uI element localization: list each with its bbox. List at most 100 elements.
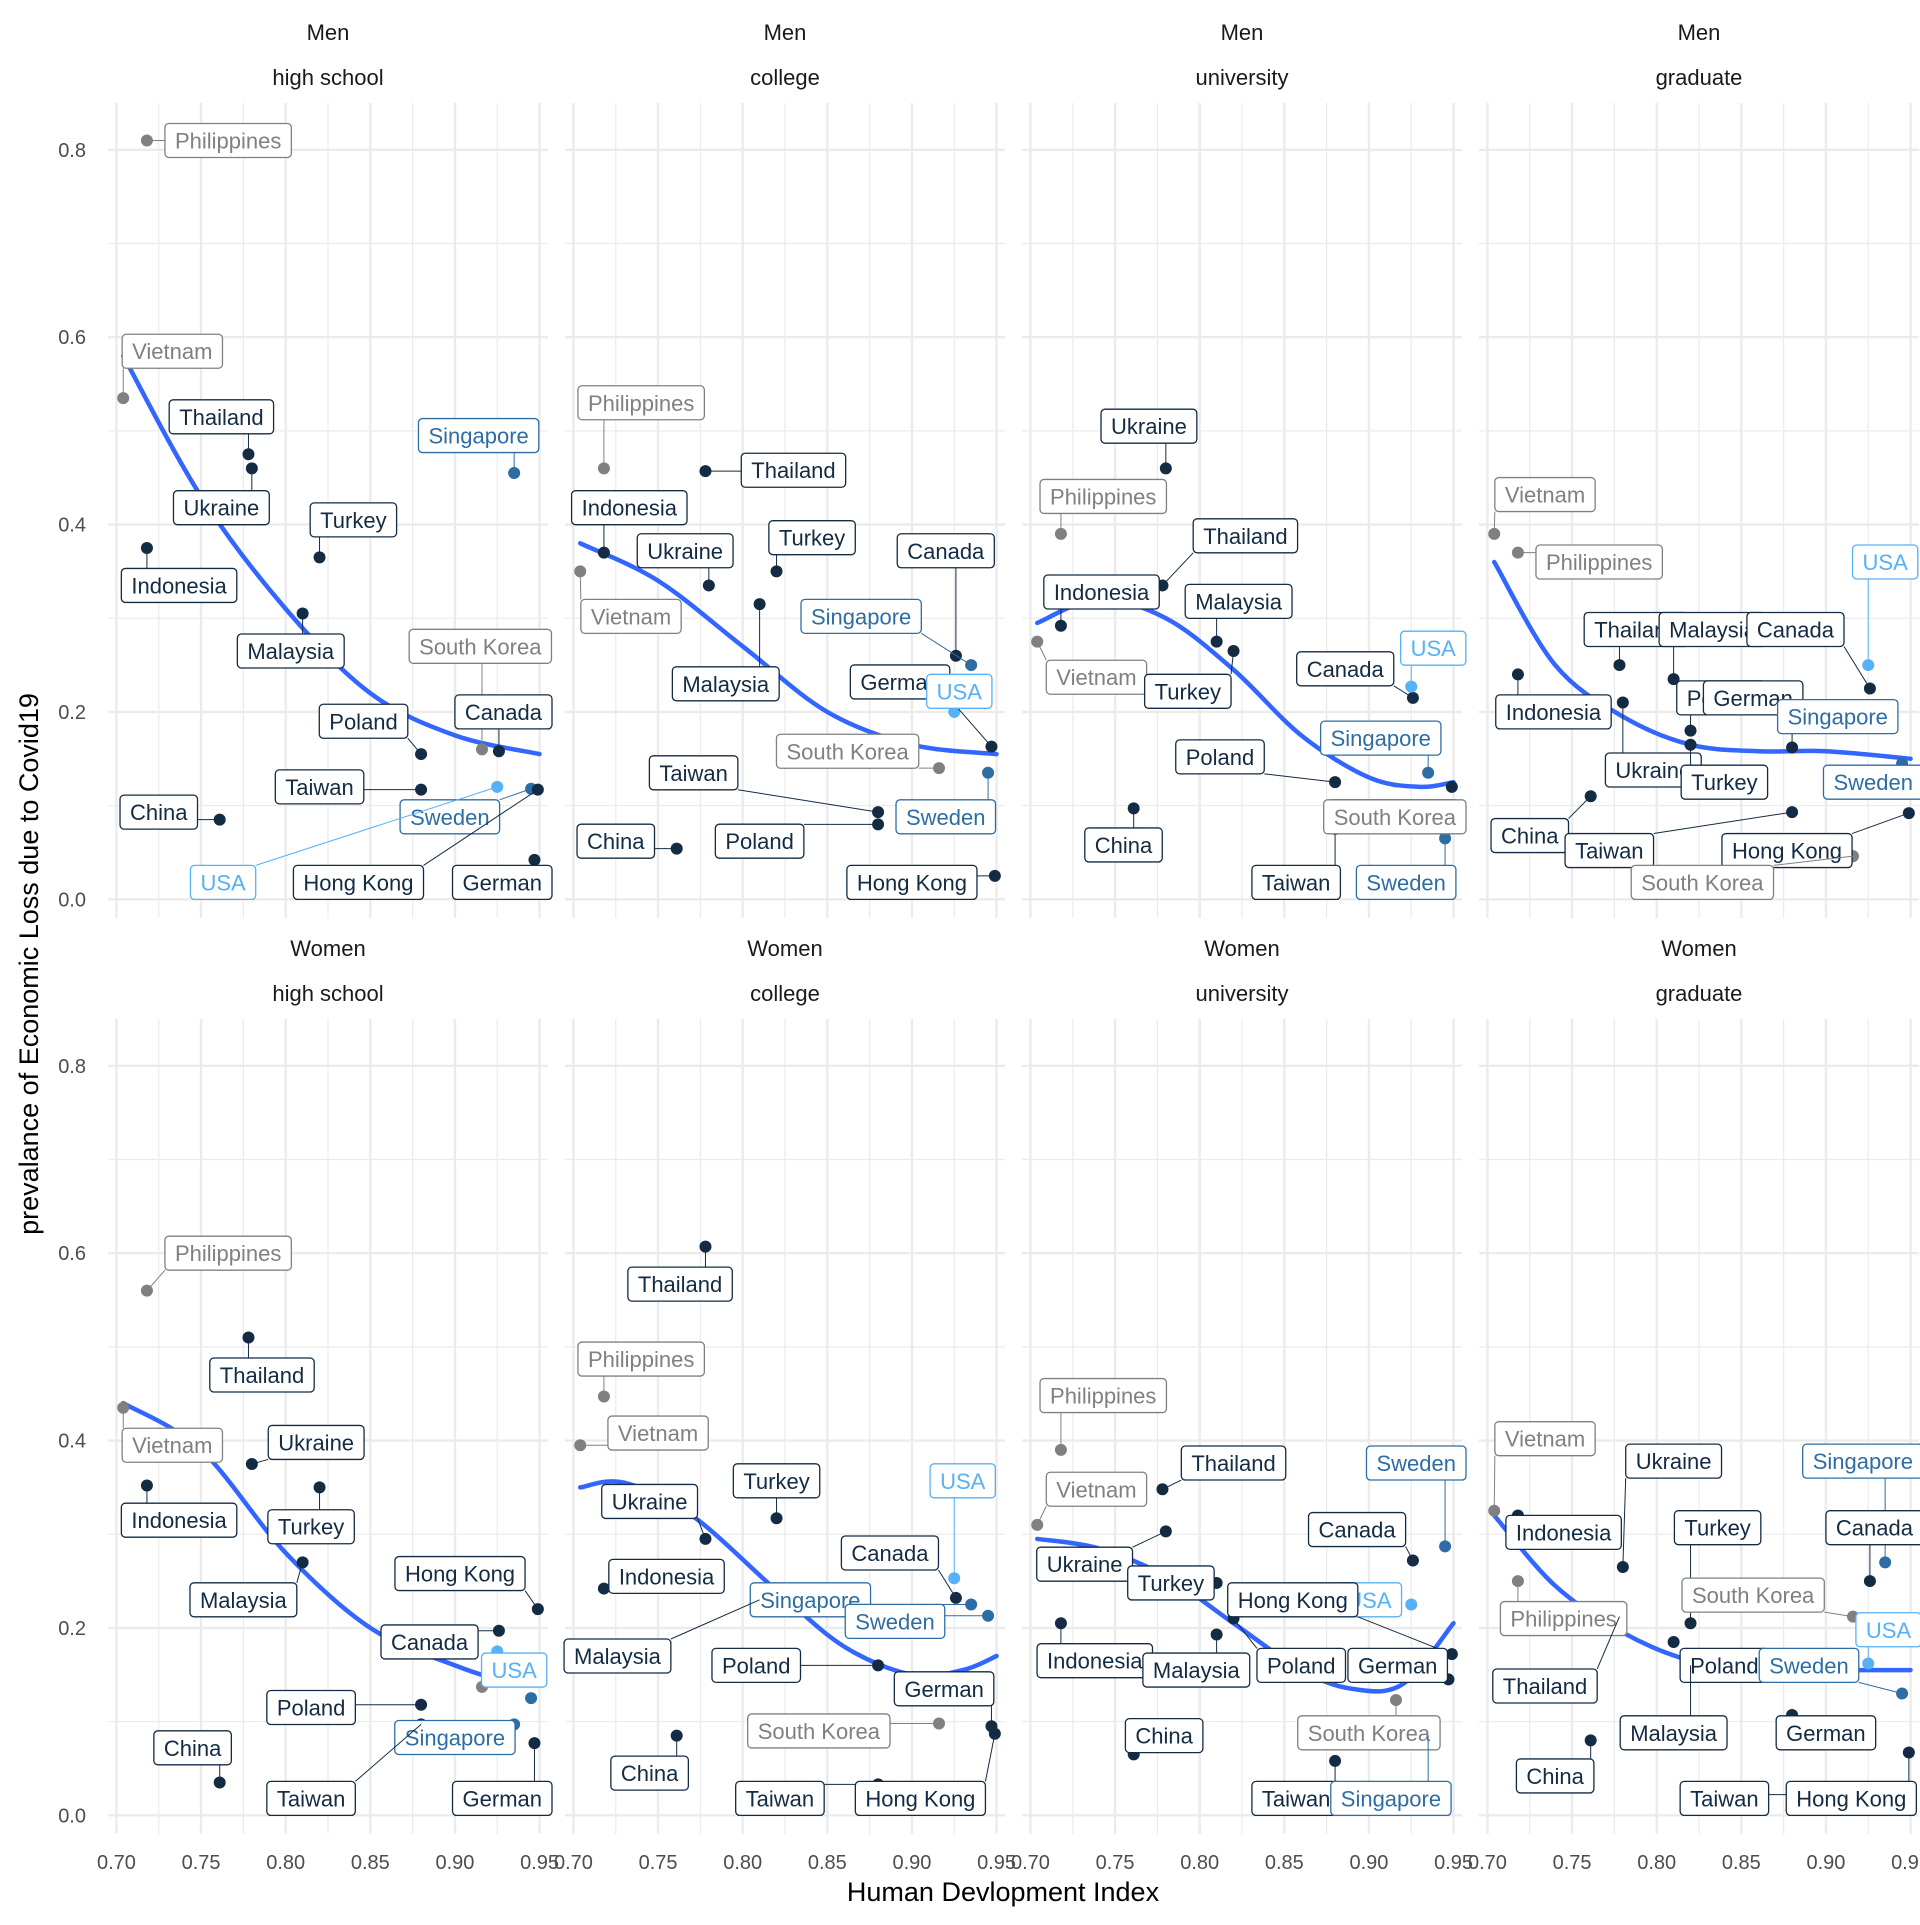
label-box-turkey [267, 1509, 355, 1545]
label-box-malaysia [189, 1582, 298, 1618]
label-box-turkey [768, 520, 856, 556]
x-tick-label: 0.75 [1553, 1852, 1592, 1874]
label-box-canada [840, 1535, 940, 1571]
point-usa [1405, 1598, 1418, 1611]
label-box-south-korea [1323, 799, 1467, 835]
label-thailand: Thailand [1503, 1674, 1587, 1699]
label-box-taiwan [735, 1780, 825, 1817]
label-canada: Canada [851, 1541, 929, 1566]
label-box-thailand [209, 1357, 315, 1393]
x-tick-label: 0.80 [1180, 1852, 1219, 1874]
label-poland: Poland [722, 1653, 791, 1678]
strip-label-education: graduate [1656, 65, 1743, 90]
label-singapore: Singapore [760, 1588, 860, 1613]
label-box-china [1124, 1717, 1204, 1754]
label-box-thailand [627, 1266, 733, 1302]
point-hong-kong [1445, 780, 1458, 793]
label-thailand: Thailand [751, 458, 835, 483]
label-leader-line [1596, 1616, 1620, 1670]
panel-men-university: Men university Ukraine Philippines Thailand I… [1022, 20, 1467, 918]
label-box-thailand [168, 399, 275, 435]
label-leader-line [670, 1599, 760, 1640]
x-tick-label: 0.70 [1011, 1852, 1050, 1874]
label-ukraine: Ukraine [1615, 758, 1691, 783]
label-canada: Canada [1836, 1516, 1914, 1541]
label-box-indonesia [570, 490, 688, 526]
label-leader-line [1036, 641, 1047, 661]
label-ukraine: Ukraine [612, 1489, 688, 1514]
label-malaysia: Malaysia [1669, 617, 1757, 642]
label-box-turkey [1127, 1565, 1215, 1601]
label-box-ukraine [1100, 408, 1198, 444]
x-tick-label: 0.75 [639, 1852, 678, 1874]
label-box-singapore [1802, 1443, 1920, 1479]
x-tick-label: 0.85 [351, 1852, 390, 1874]
label-taiwan: Taiwan [285, 775, 353, 800]
label-box-canada [1825, 1510, 1920, 1546]
label-box-taiwan [648, 755, 739, 791]
label-box-vietnam [121, 333, 224, 369]
label-box-hong-kong [394, 1555, 526, 1592]
strip-label-education: graduate [1656, 981, 1743, 1006]
label-philippines: Philippines [588, 1347, 694, 1372]
label-box-canada [1307, 1511, 1407, 1548]
y-tick-label: 0.0 [58, 889, 86, 911]
strip-label-gender: Men [1678, 20, 1721, 45]
label-box-philippines [164, 122, 293, 159]
label-philippines: Philippines [1546, 550, 1652, 575]
x-tick-label: 0.95 [977, 1852, 1016, 1874]
label-box-philippines [1039, 1377, 1168, 1414]
y-tick-label: 0.0 [58, 1805, 86, 1827]
label-box-hong-kong [1227, 1582, 1359, 1618]
label-box-sweden [399, 799, 501, 835]
label-thailand: Thailand [1191, 1451, 1275, 1476]
label-leader-line [251, 1458, 269, 1465]
y-tick-label: 0.8 [58, 1056, 86, 1078]
label-box-taiwan [1679, 1780, 1770, 1817]
label-turkey: Turkey [743, 1469, 809, 1494]
label-poland: Poland [1267, 1653, 1336, 1678]
x-tick-label: 0.95 [1434, 1852, 1473, 1874]
label-box-china [119, 794, 199, 830]
label-box-south-korea [775, 733, 920, 769]
label-sweden: Sweden [855, 1609, 935, 1634]
y-axis-title: prevalance of Economic Loss due to Covid… [14, 693, 44, 1235]
label-leader-line [1851, 812, 1910, 835]
label-box-south-korea [1681, 1577, 1825, 1613]
label-box-malaysia [563, 1638, 672, 1674]
label-box-poland [1256, 1647, 1347, 1684]
label-leader-line [1622, 1478, 1627, 1568]
y-tick-label: 0.6 [58, 1243, 86, 1265]
label-box-turkey [1143, 673, 1232, 709]
label-box-malaysia [1142, 1652, 1251, 1688]
label-box-philippines [1039, 478, 1168, 515]
label-box-singapore [394, 1719, 516, 1756]
label-leader-line [1493, 1455, 1496, 1511]
label-south-korea: South Korea [419, 634, 542, 659]
strip-label-education: high school [272, 981, 383, 1006]
label-canada: Canada [907, 539, 985, 564]
label-leader-line [984, 1733, 996, 1782]
x-tick-label: 0.80 [723, 1852, 762, 1874]
label-leader-line [1568, 795, 1592, 819]
label-box-philippines [1499, 1600, 1628, 1637]
label-leader-line [1132, 1530, 1167, 1548]
label-south-korea: South Korea [758, 1719, 881, 1744]
label-box-south-korea [1630, 864, 1775, 901]
x-tick-label: 0.70 [97, 1852, 136, 1874]
label-philippines: Philippines [1050, 1384, 1156, 1409]
label-leader-line [1162, 1479, 1182, 1490]
label-malaysia: Malaysia [1195, 589, 1283, 614]
label-box-usa [1399, 630, 1467, 666]
label-box-sweden [844, 1603, 946, 1640]
label-box-china [576, 823, 656, 859]
panel-women-college: Women college 0.70 0.75 0.80 0.85 0.90 0.95 Thai… [554, 936, 1016, 1874]
x-tick-label: 0.80 [1637, 1852, 1676, 1874]
label-box-vietnam [121, 1427, 224, 1463]
label-ukraine: Ukraine [183, 496, 259, 521]
label-indonesia: Indonesia [131, 1508, 227, 1533]
panel-men-college: Men college Philippines Thailand Indonesia Uk… [565, 20, 1005, 918]
y-tick-label: 0.4 [58, 515, 86, 537]
label-box-turkey [1673, 1510, 1762, 1546]
